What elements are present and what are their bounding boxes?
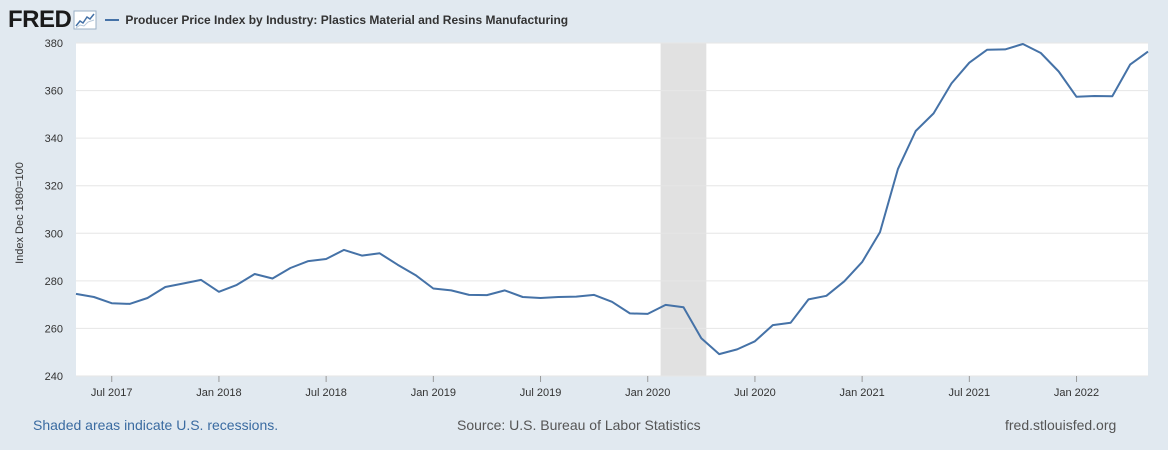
data-point[interactable]	[395, 262, 401, 268]
y-tick-label: 380	[45, 38, 63, 50]
y-tick-label: 280	[45, 276, 63, 288]
data-point[interactable]	[234, 282, 240, 288]
x-tick-label: Jul 2018	[305, 387, 347, 399]
data-point[interactable]	[252, 271, 258, 277]
series-line[interactable]	[75, 43, 1149, 356]
data-point[interactable]	[484, 292, 490, 298]
data-point[interactable]	[448, 287, 454, 293]
data-point[interactable]	[823, 293, 829, 299]
data-point[interactable]	[502, 287, 508, 293]
source-note: Source: U.S. Bureau of Labor Statistics	[457, 417, 701, 433]
data-point[interactable]	[609, 299, 615, 305]
data-point[interactable]	[1127, 62, 1133, 68]
data-point[interactable]	[73, 291, 79, 297]
data-point[interactable]	[841, 278, 847, 284]
data-point[interactable]	[1109, 93, 1115, 99]
data-point[interactable]	[109, 300, 115, 306]
y-tick-label: 340	[45, 133, 63, 145]
y-axis-label: Index Dec 1980=100	[14, 162, 26, 264]
data-point[interactable]	[520, 294, 526, 300]
data-point[interactable]	[913, 128, 919, 134]
x-tick-label: Jan 2022	[1054, 387, 1099, 399]
chart-header: FRED Producer Price Index by Industry: P…	[8, 6, 568, 34]
data-point[interactable]	[680, 304, 686, 310]
data-point[interactable]	[859, 259, 865, 265]
y-tick-label: 240	[45, 371, 63, 383]
data-point[interactable]	[984, 47, 990, 53]
legend-line-swatch	[105, 19, 120, 21]
data-point[interactable]	[287, 265, 293, 271]
x-tick-label: Jul 2020	[734, 387, 776, 399]
data-point[interactable]	[412, 272, 418, 278]
data-point[interactable]	[573, 294, 579, 300]
site-link[interactable]: fred.stlouisfed.org	[1005, 417, 1117, 433]
data-point[interactable]	[127, 301, 133, 307]
data-point[interactable]	[698, 335, 704, 341]
data-point[interactable]	[359, 253, 365, 259]
data-point[interactable]	[323, 256, 329, 262]
grid-layer	[76, 42, 1148, 377]
data-point[interactable]	[270, 275, 276, 281]
data-point[interactable]	[466, 292, 472, 298]
data-point[interactable]	[1074, 94, 1080, 100]
data-point[interactable]	[430, 285, 436, 291]
data-point[interactable]	[341, 247, 347, 253]
data-point[interactable]	[591, 292, 597, 298]
data-point[interactable]	[931, 110, 937, 116]
data-point[interactable]	[144, 295, 150, 301]
recession-note[interactable]: Shaded areas indicate U.S. recessions.	[33, 417, 279, 433]
y-tick-label: 320	[45, 181, 63, 193]
data-point[interactable]	[770, 322, 776, 328]
data-point[interactable]	[752, 338, 758, 344]
data-point[interactable]	[877, 229, 883, 235]
y-tick-label: 360	[45, 86, 63, 98]
recession-band	[660, 43, 707, 376]
data-point[interactable]	[1002, 46, 1008, 52]
data-point[interactable]	[377, 250, 383, 256]
x-tick-label: Jan 2019	[411, 387, 456, 399]
x-tick-label: Jul 2021	[949, 387, 991, 399]
data-point[interactable]	[806, 296, 812, 302]
x-axis: Jul 2017 Jan 2018 Jul 2018 Jan 2019 Jul 2019…	[91, 376, 1099, 399]
data-point[interactable]	[1091, 93, 1097, 99]
y-tick-label: 300	[45, 228, 63, 240]
data-point[interactable]	[1145, 49, 1151, 55]
data-point[interactable]	[716, 351, 722, 357]
x-tick-label: Jan 2020	[625, 387, 670, 399]
fred-logo-graph-icon	[73, 10, 97, 30]
data-point[interactable]	[305, 258, 311, 264]
fred-logo[interactable]: FRED	[8, 6, 72, 33]
x-tick-label: Jul 2017	[91, 387, 133, 399]
recession-shading-layer	[660, 43, 707, 376]
data-point[interactable]	[895, 166, 901, 172]
data-point[interactable]	[216, 289, 222, 295]
x-tick-label: Jan 2018	[196, 387, 241, 399]
x-tick-label: Jul 2019	[520, 387, 562, 399]
legend-series-title[interactable]: Producer Price Index by Industry: Plasti…	[125, 13, 569, 27]
data-point[interactable]	[91, 294, 97, 300]
data-point[interactable]	[627, 310, 633, 316]
data-point[interactable]	[555, 294, 561, 300]
data-point[interactable]	[1056, 69, 1062, 75]
data-point[interactable]	[645, 311, 651, 317]
data-point[interactable]	[180, 280, 186, 286]
data-point[interactable]	[948, 80, 954, 86]
y-axis: 240 260 280 300 320 340 360 380	[45, 38, 63, 383]
x-tick-label: Jan 2021	[840, 387, 885, 399]
data-point[interactable]	[734, 346, 740, 352]
data-point[interactable]	[1020, 41, 1026, 47]
data-point[interactable]	[663, 302, 669, 308]
data-point[interactable]	[538, 295, 544, 301]
data-point[interactable]	[162, 284, 168, 290]
y-tick-label: 260	[45, 323, 63, 335]
plot-area	[76, 43, 1148, 376]
data-point[interactable]	[198, 277, 204, 283]
data-point[interactable]	[788, 320, 794, 326]
data-point[interactable]	[966, 60, 972, 66]
data-point[interactable]	[1038, 50, 1044, 56]
